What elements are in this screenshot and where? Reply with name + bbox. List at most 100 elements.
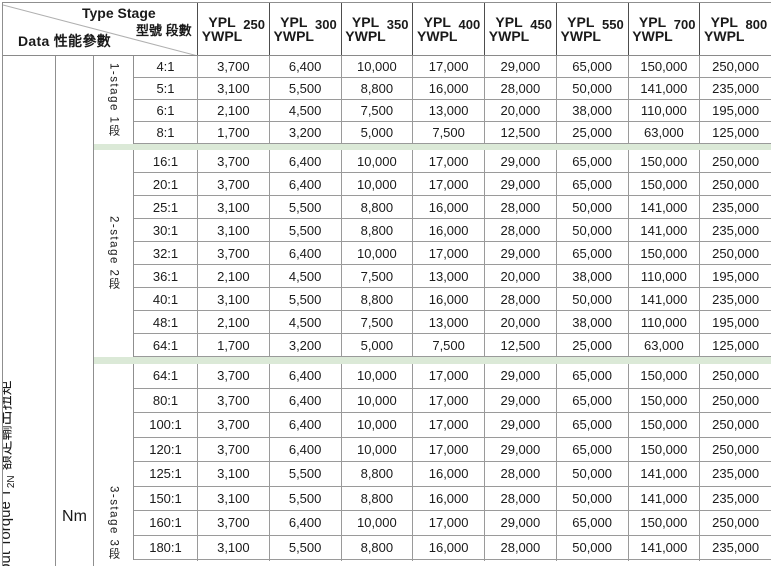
output-torque-header-cell: Output Torque T2N 額定輸出扭矩: [3, 56, 56, 566]
table-body: Output Torque T2N 額定輸出扭矩 Nm 1-stage 1段 4:1…: [3, 56, 771, 566]
table-row: 40:1 3,100 5,500 8,800 16,000 28,000 50,000 141…: [134, 288, 771, 311]
section-rows: 64:1 3,700 6,400 10,000 17,000 29,000 65,000 15…: [134, 364, 771, 561]
table-row: 4:1 3,700 6,400 10,000 17,000 29,000 65,000 150…: [134, 56, 771, 78]
torque-value-cell: 7,500: [342, 100, 414, 121]
model-series-ypl: YPL: [208, 14, 236, 30]
type-stage-label-zh: 型號 段數: [136, 23, 192, 38]
torque-value-cell: 235,000: [712, 199, 760, 215]
torque-value-cell: 6,400: [270, 413, 342, 437]
torque-value-cell: 10,000: [342, 413, 414, 437]
torque-value-cell: 125,000: [712, 337, 760, 353]
model-header-cell: YPL YWPL 700: [629, 3, 701, 55]
ratio-cell: 80:1: [134, 388, 198, 412]
torque-value-cell: 17,000: [413, 56, 485, 77]
torque-value-cell: 1,700: [198, 122, 270, 143]
torque-value-cell: 7,500: [413, 122, 485, 143]
torque-value-cell: 3,100: [198, 196, 270, 218]
torque-value-cell: 6,400: [270, 242, 342, 264]
model-series-ypl: YPL: [567, 14, 595, 30]
model-series-ypl: YPL: [710, 14, 738, 30]
torque-value-cell: 5,500: [270, 535, 342, 559]
torque-value-cell: 250,000: [712, 417, 760, 433]
table-row: 80:1 3,700 6,400 10,000 17,000 29,000 65,000 15…: [134, 388, 771, 413]
torque-value-cell: 250,000: [712, 368, 760, 384]
torque-value-cell: 28,000: [485, 535, 557, 559]
torque-value-cell: 65,000: [557, 150, 629, 172]
table-row: 30:1 3,100 5,500 8,800 16,000 28,000 50,000 141…: [134, 219, 771, 242]
torque-value-cell: 20,000: [485, 265, 557, 287]
torque-value-cell: 5,000: [342, 334, 414, 356]
torque-value-cell: 10,000: [342, 511, 414, 535]
torque-value-cell: 141,000: [629, 535, 701, 559]
torque-value-cell: 13,000: [413, 100, 485, 121]
torque-value-cell: 6,400: [270, 364, 342, 388]
model-series-ywpl: YWPL: [273, 28, 314, 44]
torque-value-cell: 235,000: [712, 490, 760, 506]
torque-value-cell: 10,000: [342, 388, 414, 412]
table-row: 16:1 3,700 6,400 10,000 17,000 29,000 65,000 15…: [134, 150, 771, 173]
model-size: 350: [386, 16, 409, 32]
torque-value-cell: 17,000: [413, 173, 485, 195]
torque-value-cell: 5,500: [270, 462, 342, 486]
torque-value-cell: 150,000: [629, 173, 701, 195]
torque-value-cell: 150,000: [629, 437, 701, 461]
model-header-cell: YPL YWPL 350: [342, 3, 414, 55]
torque-value-cell: 125,000: [712, 125, 760, 140]
torque-value-cell: 8,800: [342, 78, 414, 99]
model-header-cell: YPL YWPL 550: [557, 3, 629, 55]
torque-value-cell: 29,000: [485, 364, 557, 388]
torque-value-cell: 65,000: [557, 56, 629, 77]
model-size: 300: [315, 16, 337, 32]
torque-value-cell: 29,000: [485, 150, 557, 172]
table-row: 32:1 3,700 6,400 10,000 17,000 29,000 65,000 15…: [134, 242, 771, 265]
torque-value-cell: 10,000: [342, 173, 414, 195]
model-series-ypl: YPL: [495, 14, 523, 30]
torque-value-cell: 65,000: [557, 388, 629, 412]
torque-value-cell: 25,000: [557, 122, 629, 143]
torque-value-cell: 63,000: [629, 334, 701, 356]
torque-value-cell: 110,000: [629, 100, 701, 121]
torque-value-cell: 12,500: [485, 122, 557, 143]
torque-value-cell: 3,100: [198, 535, 270, 559]
torque-value-cell: 7,500: [413, 334, 485, 356]
table-row: 100:1 3,700 6,400 10,000 17,000 29,000 65,000 1…: [134, 413, 771, 438]
stage-section-2: 2-stage 2段 16:1 3,700 6,400 10,000 17,000 29,0…: [94, 150, 771, 357]
torque-value-cell: 63,000: [629, 122, 701, 143]
table-row: 6:1 2,100 4,500 7,500 13,000 20,000 38,000 110,…: [134, 100, 771, 122]
torque-value-cell: 235,000: [712, 291, 760, 307]
model-size: 700: [673, 16, 696, 32]
table-row: 48:1 2,100 4,500 7,500 13,000 20,000 38,000 110…: [134, 311, 771, 334]
ratio-cell: 20:1: [134, 173, 198, 195]
model-header-cell: YPL YWPL 400: [413, 3, 485, 55]
torque-value-cell: 3,700: [198, 364, 270, 388]
torque-value-cell: 3,100: [198, 486, 270, 510]
torque-value-cell: 38,000: [557, 100, 629, 121]
torque-value-cell: 3,700: [198, 242, 270, 264]
diagonal-divider-line: [3, 4, 197, 55]
torque-value-cell: 20,000: [485, 311, 557, 333]
torque-value-cell: 2,100: [198, 311, 270, 333]
table-row: 25:1 3,100 5,500 8,800 16,000 28,000 50,000 141…: [134, 196, 771, 219]
ratio-cell: 120:1: [134, 437, 198, 461]
model-header-cell: YPL YWPL 250: [198, 3, 270, 55]
torque-value-cell: 8,800: [342, 535, 414, 559]
torque-value-cell: 50,000: [557, 486, 629, 510]
torque-value-cell: 5,500: [270, 196, 342, 218]
torque-value-cell: 65,000: [557, 437, 629, 461]
torque-value-cell: 150,000: [629, 242, 701, 264]
torque-value-cell: 50,000: [557, 219, 629, 241]
torque-value-cell: 250,000: [712, 176, 760, 192]
torque-value-cell: 7,500: [342, 265, 414, 287]
torque-value-cell: 250,000: [712, 245, 760, 261]
torque-value-cell: 150,000: [629, 511, 701, 535]
torque-value-cell: 38,000: [557, 265, 629, 287]
torque-value-cell: 10,000: [342, 150, 414, 172]
ratio-cell: 160:1: [134, 511, 198, 535]
torque-value-cell: 28,000: [485, 78, 557, 99]
torque-value-cell: 16,000: [413, 462, 485, 486]
torque-value-cell: 150,000: [629, 150, 701, 172]
torque-value-cell: 3,100: [198, 219, 270, 241]
torque-subscript: 2N: [6, 475, 17, 489]
model-header-cell: YPL YWPL 450: [485, 3, 557, 55]
torque-value-cell: 110,000: [629, 265, 701, 287]
